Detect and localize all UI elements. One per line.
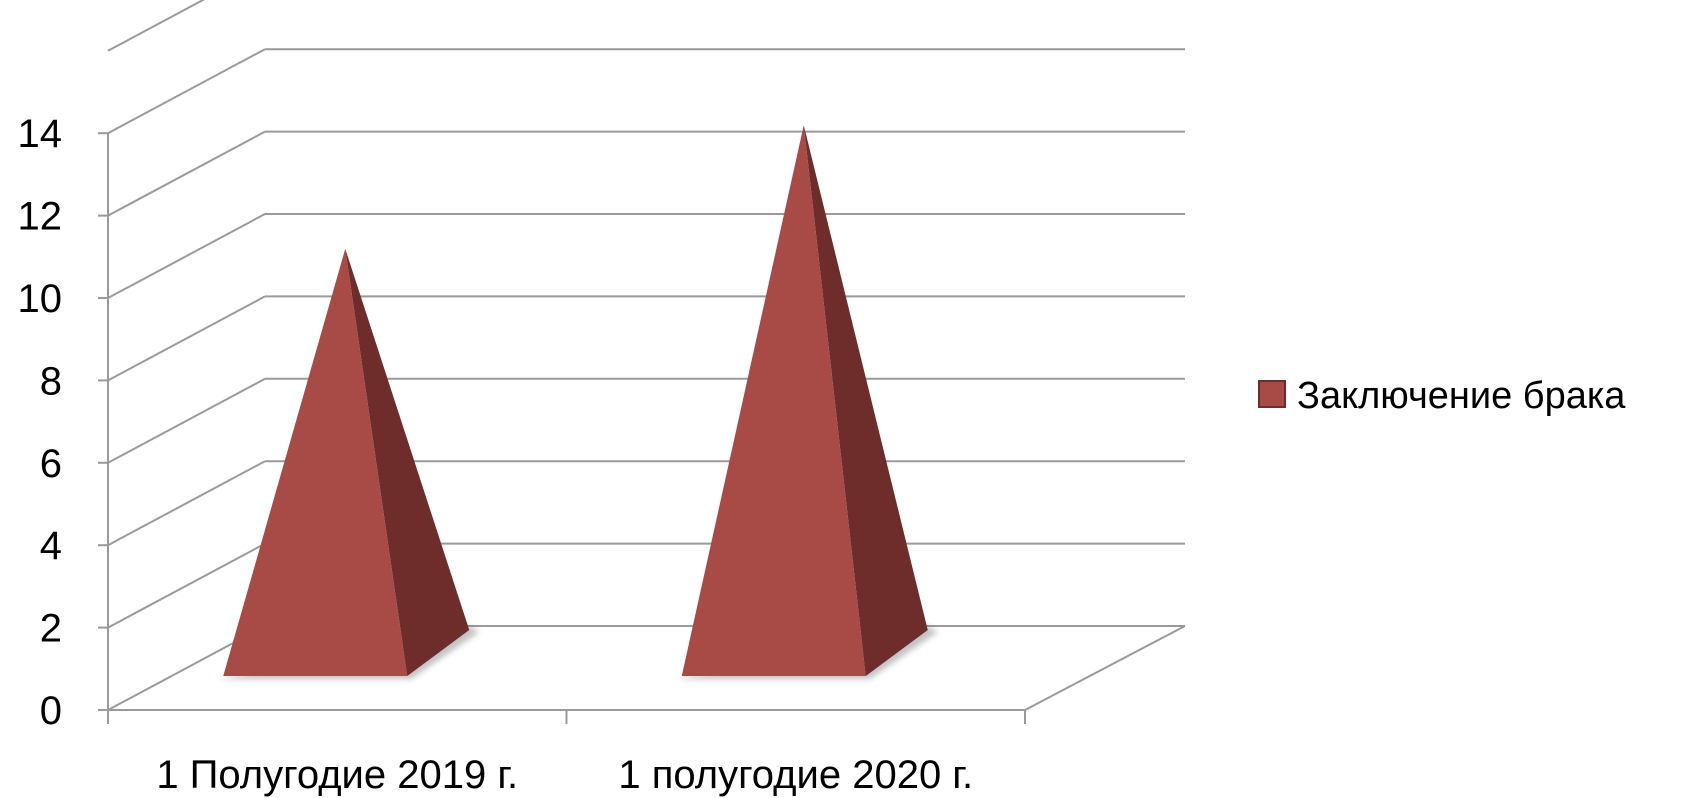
gridline-side <box>107 542 266 629</box>
y-tick-label: 2 <box>40 607 62 651</box>
pyramid-side-face <box>345 248 470 677</box>
pyramids <box>219 125 938 679</box>
y-tick-label: 0 <box>40 689 62 733</box>
legend-label: Заключение брака <box>1297 375 1626 417</box>
legend-swatch <box>1258 380 1286 408</box>
floor-right-edge <box>1024 625 1186 711</box>
gridline-side <box>107 460 266 547</box>
gridline-side <box>107 377 266 464</box>
pyramid-side-face <box>803 125 928 676</box>
x-category-label: 1 полугодие 2020 г. <box>618 753 973 797</box>
y-tick-label: 14 <box>18 112 63 156</box>
y-tick-label: 4 <box>40 524 62 568</box>
gridline-side <box>107 295 266 382</box>
axis-labels: 0 2 4 6 8 10 12 14 1 Полугодие 2019 г. 1 полугоди… <box>18 112 974 797</box>
y-tick-label: 8 <box>40 359 62 403</box>
y-tick-label: 12 <box>18 195 63 239</box>
x-category-label: 1 Полугодие 2019 г. <box>156 753 518 797</box>
gridline-side <box>107 48 266 135</box>
gridline-side <box>107 130 266 217</box>
pyramid-front-face <box>223 248 408 677</box>
gridline-side <box>107 213 266 299</box>
gridline-side <box>107 0 206 52</box>
y-tick-label: 6 <box>40 442 62 486</box>
legend: Заключение брака <box>1258 375 1626 417</box>
pyramid-front-face <box>681 125 866 676</box>
y-tick-label: 10 <box>18 277 63 321</box>
